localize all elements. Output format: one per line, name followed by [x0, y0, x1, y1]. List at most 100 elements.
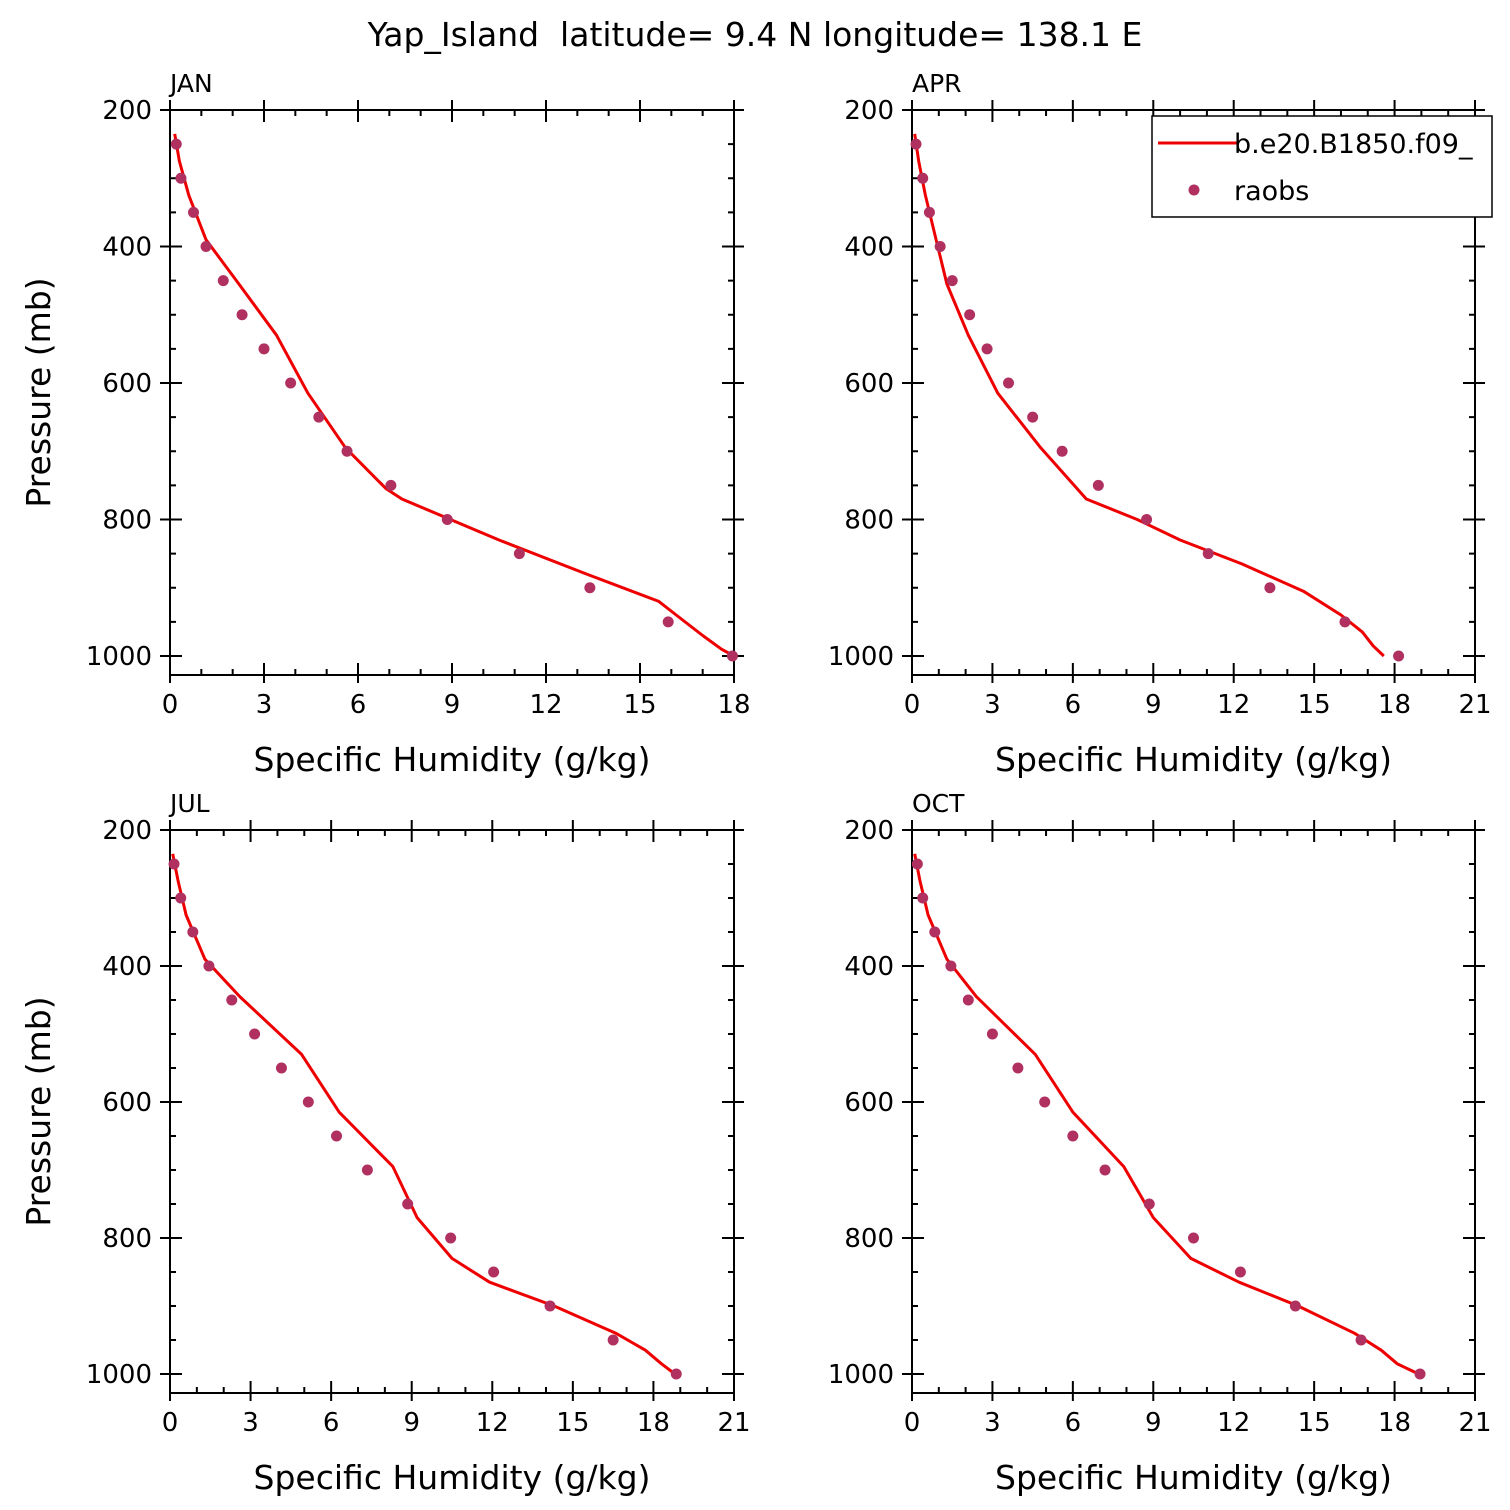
raobs-point — [607, 1334, 619, 1346]
raobs-point — [331, 1130, 343, 1142]
raobs-point — [275, 1062, 287, 1074]
raobs-point — [175, 892, 187, 904]
x-tick-label: 3 — [984, 690, 1001, 720]
x-tick-label: 6 — [323, 1408, 340, 1438]
raobs-point — [488, 1266, 500, 1278]
x-tick-label: 12 — [1217, 690, 1250, 720]
raobs-point — [1003, 377, 1015, 389]
x-tick-label: 3 — [242, 1408, 259, 1438]
raobs-point — [1393, 650, 1405, 662]
raobs-point — [258, 343, 270, 355]
x-axis-label: Specific Humidity (g/kg) — [995, 1458, 1392, 1497]
raobs-point — [441, 514, 453, 525]
raobs-point — [584, 582, 596, 594]
x-axis-label: Specific Humidity (g/kg) — [995, 740, 1392, 779]
x-tick-label: 12 — [1217, 1408, 1250, 1438]
x-tick-label: 6 — [1065, 690, 1082, 720]
y-tick-label: 800 — [844, 506, 894, 536]
x-tick-label: 18 — [717, 690, 750, 720]
raobs-point — [544, 1300, 556, 1312]
y-tick-label: 1000 — [828, 642, 894, 672]
x-tick-label: 9 — [444, 690, 461, 720]
x-tick-label: 12 — [529, 690, 562, 720]
plot-frame — [911, 829, 1476, 1394]
y-tick-label: 1000 — [828, 1360, 894, 1390]
y-tick-label: 200 — [844, 816, 894, 846]
y-tick-label: 400 — [844, 952, 894, 982]
raobs-point — [1056, 445, 1068, 457]
raobs-point — [1188, 1232, 1199, 1244]
raobs-point — [402, 1198, 414, 1210]
x-tick-label: 21 — [1458, 1408, 1491, 1438]
raobs-point — [513, 548, 525, 560]
panel-apr: 0 3 6 9 12 15 18 21 200 400 600 800 1000 APR Specific … — [828, 69, 1492, 779]
x-tick-label: 9 — [403, 1408, 420, 1438]
raobs-point — [917, 892, 929, 904]
y-tick-label: 200 — [844, 96, 894, 126]
raobs-point — [923, 206, 935, 218]
x-tick-label: 12 — [476, 1408, 509, 1438]
x-tick-label: 9 — [1145, 1408, 1162, 1438]
raobs-point — [726, 650, 738, 662]
model-line — [913, 853, 1420, 1376]
plot-frame — [169, 829, 735, 1394]
raobs-point — [1067, 1130, 1079, 1142]
raobs-point — [1099, 1164, 1111, 1176]
y-tick-label: 1000 — [86, 1360, 152, 1390]
x-tick-label: 18 — [1378, 690, 1411, 720]
x-tick-label: 3 — [984, 1408, 1001, 1438]
raobs-point — [361, 1164, 373, 1176]
panel-label: OCT — [912, 789, 965, 818]
legend-obs-marker — [1188, 184, 1200, 196]
raobs-point — [946, 275, 958, 287]
raobs-point — [1027, 411, 1039, 423]
panel-jul: 0 3 6 9 12 15 18 21 200 400 600 800 1000 JUL Specific … — [19, 789, 751, 1497]
raobs-point — [1202, 548, 1214, 560]
raobs-point — [170, 138, 182, 150]
y-tick-label: 200 — [102, 816, 152, 846]
raobs-point — [981, 343, 993, 355]
raobs-point — [1234, 1266, 1246, 1278]
raobs-point — [962, 994, 974, 1006]
panel-oct: 0 3 6 9 12 15 18 21 200 400 600 800 1000 OCT Specific … — [828, 789, 1492, 1497]
y-tick-label: 600 — [102, 369, 152, 399]
raobs-point — [226, 994, 238, 1006]
x-tick-label: 21 — [1458, 690, 1491, 720]
y-axis-label: Pressure (mb) — [19, 996, 58, 1226]
x-tick-label: 0 — [162, 1408, 179, 1438]
figure-title: Yap_Island latitude= 9.4 N longitude= 13… — [367, 15, 1143, 54]
raobs-point — [662, 616, 674, 628]
x-tick-label: 6 — [350, 690, 367, 720]
y-tick-label: 400 — [102, 952, 152, 982]
y-tick-label: 400 — [102, 233, 152, 263]
x-tick-label: 9 — [1145, 690, 1162, 720]
raobs-point — [1143, 1198, 1155, 1210]
x-tick-label: 6 — [1065, 1408, 1082, 1438]
raobs-point — [285, 377, 297, 389]
y-axis-label: Pressure (mb) — [19, 277, 58, 507]
raobs-point — [236, 309, 248, 321]
raobs-point — [911, 858, 923, 870]
y-tick-label: 600 — [844, 369, 894, 399]
legend: b.e20.B1850.f09_ raobs — [1151, 115, 1493, 218]
raobs-point — [934, 241, 946, 252]
raobs-point — [217, 275, 229, 287]
panel-label: APR — [912, 69, 962, 98]
x-tick-label: 3 — [256, 690, 273, 720]
raobs-point — [188, 206, 199, 218]
raobs-point — [341, 445, 353, 457]
raobs-point — [1414, 1368, 1426, 1380]
y-tick-label: 800 — [844, 1224, 894, 1254]
model-line — [171, 853, 676, 1376]
panel-jan: 0 3 6 9 12 15 18 200 400 600 800 1000 JAN Specific Hu… — [19, 69, 751, 779]
raobs-point — [1039, 1096, 1051, 1108]
plot-frame — [911, 109, 1476, 676]
raobs-point — [1264, 582, 1276, 594]
x-tick-label: 15 — [623, 690, 656, 720]
y-tick-label: 800 — [102, 506, 152, 536]
legend-model-label: b.e20.B1850.f09_ — [1234, 129, 1473, 160]
raobs-point — [200, 241, 212, 252]
y-tick-label: 600 — [844, 1088, 894, 1118]
legend-obs-label: raobs — [1234, 176, 1309, 207]
